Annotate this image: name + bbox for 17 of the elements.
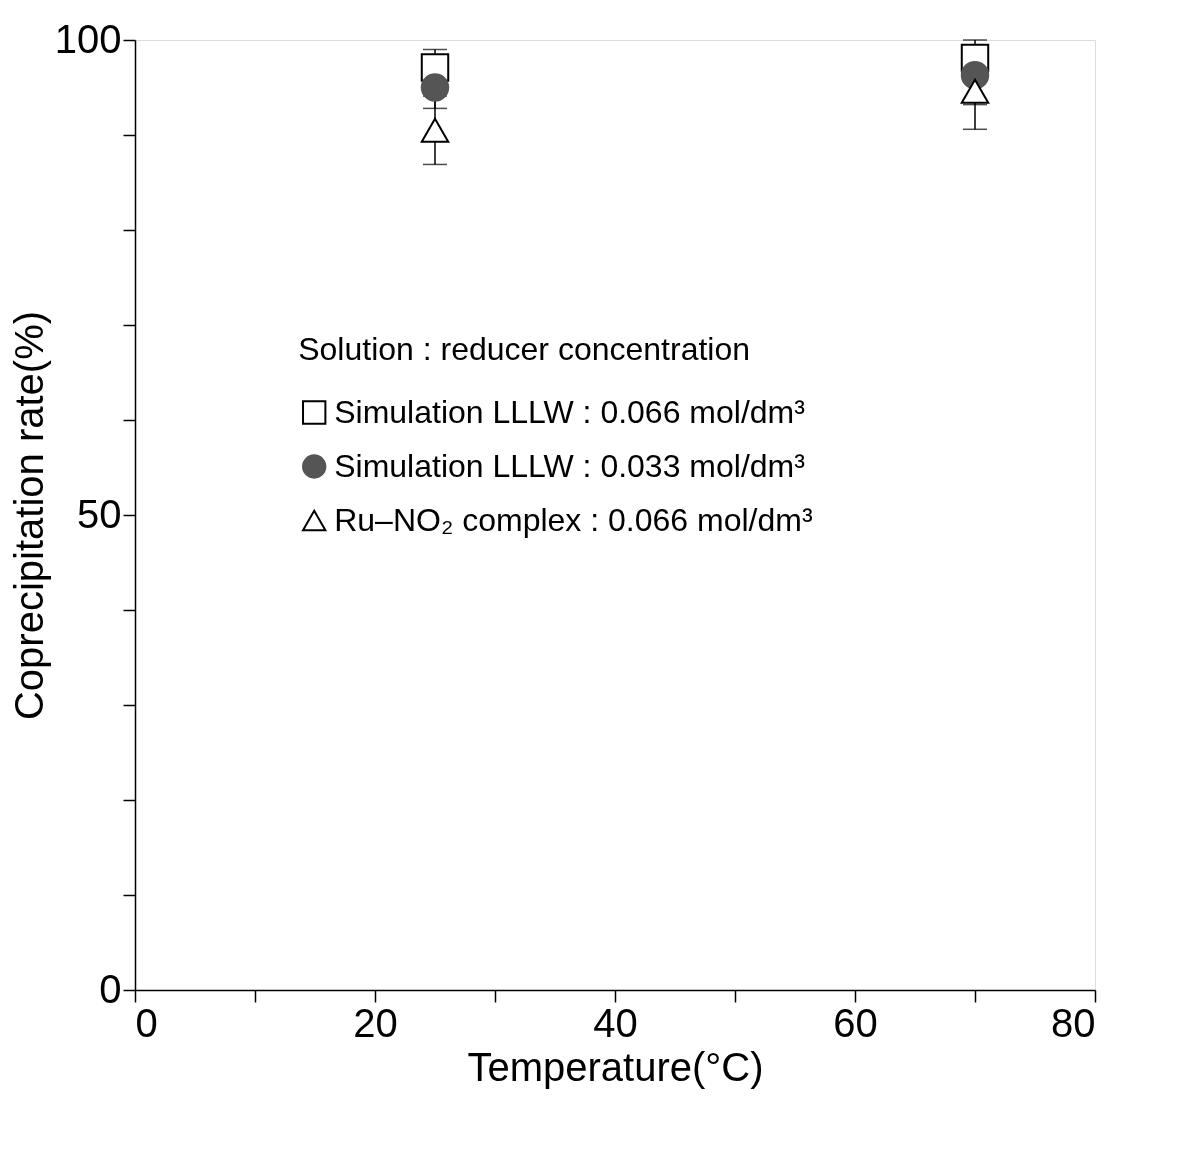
legend-label: Ru–NO₂ complex : 0.066 mol/dm³ [334, 501, 813, 538]
legend-title: Solution : reducer concentration [298, 330, 751, 367]
x-axis-title: Temperature(°C) [467, 1044, 764, 1089]
y-tick-label: 50 [77, 491, 122, 536]
x-tick-label: 0 [135, 1000, 158, 1045]
legend-label: Simulation LLLW : 0.066 mol/dm³ [334, 393, 806, 430]
point [420, 117, 450, 143]
y-tick-label: 100 [54, 16, 122, 61]
y-axis-title: Coprecipitation rate(%) [6, 310, 51, 721]
legend-label: Simulation LLLW : 0.033 mol/dm³ [334, 447, 806, 484]
x-tick-label: 80 [1051, 1000, 1096, 1045]
x-tick-label: 40 [593, 1000, 638, 1045]
x-tick-label: 20 [353, 1000, 398, 1045]
y-tick-label: 0 [99, 966, 122, 1011]
point [960, 78, 990, 104]
point [420, 73, 450, 102]
x-tick-label: 60 [833, 1000, 878, 1045]
